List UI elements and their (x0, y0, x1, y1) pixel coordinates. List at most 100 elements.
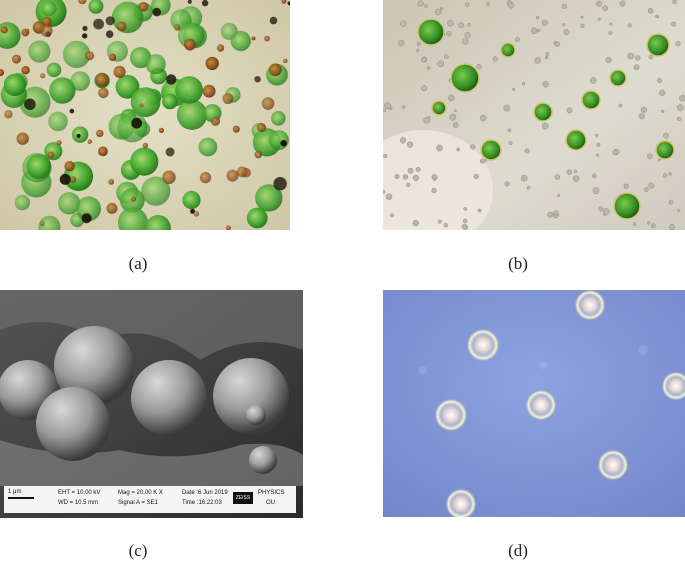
green-cell (646, 33, 670, 57)
small-particle (553, 210, 559, 216)
green-cell (141, 176, 171, 206)
small-particle (675, 40, 681, 47)
brown-cell (81, 213, 92, 224)
small-particle (657, 78, 663, 83)
brown-cell (232, 125, 240, 133)
small-particle (655, 14, 660, 19)
brown-cell (113, 65, 126, 78)
green-cell (70, 71, 90, 91)
small-particle (406, 182, 411, 187)
small-particle (424, 4, 428, 8)
small-particle (462, 218, 468, 224)
small-particle (486, 2, 491, 7)
brown-cell (56, 140, 62, 146)
green-cell (117, 207, 148, 230)
brown-cell (0, 69, 5, 77)
small-particle (580, 15, 584, 19)
caption-c: (c) (128, 541, 148, 560)
caption-b: (b) (508, 254, 528, 273)
green-cell (230, 30, 251, 52)
small-particle (415, 166, 421, 172)
brown-cell (166, 74, 177, 85)
brown-cell (21, 66, 30, 75)
green-cell (115, 74, 140, 99)
green-cell (57, 192, 81, 215)
small-particle (612, 150, 618, 156)
sem-image (0, 290, 303, 518)
small-particle (596, 153, 600, 157)
small-particle (633, 64, 640, 71)
small-particle (467, 23, 471, 27)
small-particle (647, 8, 654, 14)
small-particle (547, 211, 554, 218)
small-particle (432, 177, 437, 181)
small-particle (676, 116, 682, 122)
small-particle (444, 54, 449, 59)
green-cell (49, 77, 76, 104)
caption-d: (d) (508, 541, 528, 560)
brown-cell (225, 225, 231, 230)
micrograph-a-image (0, 0, 290, 230)
micrograph-a (0, 0, 290, 230)
brown-cell (40, 73, 46, 79)
small-particle (580, 23, 585, 28)
brown-cell (256, 122, 266, 133)
brown-cell (0, 26, 8, 34)
brown-cell (254, 76, 261, 83)
small-particle (453, 109, 457, 113)
brown-cell (105, 16, 115, 26)
brown-cells (0, 0, 290, 230)
small-particle (553, 41, 557, 45)
small-particle (595, 133, 599, 137)
brown-cell (199, 171, 212, 184)
brown-cell (96, 129, 104, 138)
green-cell (162, 93, 178, 110)
small-particle (464, 32, 471, 39)
small-particle (592, 187, 600, 195)
small-particle (508, 141, 513, 146)
small-particle (521, 82, 526, 86)
green-cell (28, 40, 51, 63)
green-cell (130, 87, 161, 117)
green-cell (41, 0, 57, 17)
small-particle (602, 208, 610, 215)
brown-cell (106, 202, 118, 214)
green-cell (46, 62, 62, 78)
green-cell (14, 194, 31, 211)
micrograph-b-image (383, 0, 685, 230)
small-particle (492, 56, 498, 62)
small-particle (557, 193, 561, 197)
small-particle (448, 94, 455, 102)
brown-cell (4, 110, 13, 119)
small-particle (383, 189, 386, 194)
small-particle (541, 122, 549, 130)
small-particle (462, 38, 469, 45)
small-particle (452, 122, 459, 128)
brown-cell (59, 173, 71, 185)
small-particle (677, 208, 681, 213)
green-cell (565, 129, 587, 151)
brown-cell (202, 84, 216, 98)
small-particle (545, 52, 550, 56)
small-particle (541, 19, 548, 26)
small-particle (648, 54, 654, 60)
time-label: Time :16:22:03 (182, 500, 222, 506)
brown-cell (16, 132, 29, 145)
small-particle (431, 187, 437, 194)
brown-cell (138, 2, 149, 12)
brown-cell (210, 116, 221, 126)
small-particle (597, 17, 601, 21)
mag-label: Mag = 20.00 K X (118, 490, 163, 496)
small-particle (635, 55, 641, 61)
small-particle (416, 49, 420, 53)
small-particle (644, 187, 649, 192)
brown-cell (222, 93, 234, 105)
brown-cell (98, 87, 109, 99)
green-cell (533, 102, 553, 122)
small-particle (406, 141, 414, 148)
small-particle (390, 213, 395, 218)
small-particle (618, 103, 623, 108)
small-particle (479, 114, 487, 122)
green-cell (38, 215, 61, 230)
green-cell (176, 99, 208, 130)
